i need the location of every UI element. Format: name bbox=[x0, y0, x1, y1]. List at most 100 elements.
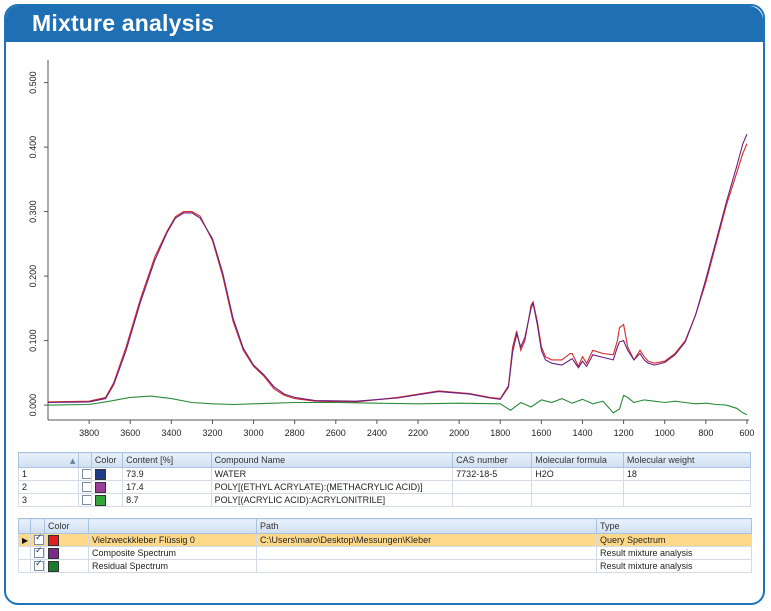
row-checkbox[interactable] bbox=[34, 561, 44, 572]
page-title: Mixture analysis bbox=[32, 10, 215, 36]
color-cell bbox=[44, 546, 89, 560]
compound-table-header: ▲ Color Content [%] Compound Name CAS nu… bbox=[17, 452, 752, 468]
table-row[interactable]: ▶ Vielzweckkleber Flüssig 0 C:\Users\mar… bbox=[18, 533, 752, 547]
row-index: 1 bbox=[17, 467, 80, 481]
y-tick-label: 0.200 bbox=[28, 265, 38, 288]
checkbox-cell bbox=[78, 467, 92, 481]
molecular-weight bbox=[622, 493, 752, 507]
spectrum-name: Vielzweckkleber Flüssig 0 bbox=[88, 533, 257, 547]
color-swatch bbox=[94, 481, 106, 493]
content-column-header[interactable]: Content [%] bbox=[122, 452, 212, 468]
table-row[interactable]: Composite Spectrum Result mixture analys… bbox=[18, 546, 752, 560]
x-tick-label: 2600 bbox=[326, 428, 346, 438]
compound-table: ▲ Color Content [%] Compound Name CAS nu… bbox=[17, 452, 752, 507]
x-tick-label: 1200 bbox=[614, 428, 634, 438]
index-column-header[interactable]: ▲ bbox=[17, 452, 80, 468]
molecular-weight bbox=[622, 480, 752, 494]
row-pointer-cell bbox=[18, 546, 31, 560]
cas-column-header[interactable]: CAS number bbox=[452, 452, 533, 468]
content-value: 17.4 bbox=[122, 480, 212, 494]
color-swatch bbox=[48, 547, 59, 559]
checkbox-cell bbox=[30, 559, 45, 573]
spectrum-type: Result mixture analysis bbox=[596, 559, 752, 573]
table-row[interactable]: 3 8.7 POLY[(ACRYLIC ACID):ACRYLONITRILE] bbox=[17, 493, 752, 507]
y-tick-label: 0.100 bbox=[28, 329, 38, 352]
table-row[interactable]: 1 73.9 WATER 7732-18-5 H2O 18 bbox=[17, 467, 752, 481]
x-tick-label: 600 bbox=[739, 428, 754, 438]
content-value: 8.7 bbox=[122, 493, 212, 507]
y-tick-label: 0.500 bbox=[28, 71, 38, 94]
spectrum-name: Residual Spectrum bbox=[88, 559, 257, 573]
x-tick-label: 800 bbox=[698, 428, 713, 438]
row-checkbox[interactable] bbox=[34, 535, 44, 546]
row-index: 2 bbox=[17, 480, 80, 494]
sort-ascending-icon: ▲ bbox=[70, 457, 76, 465]
spectrum-path bbox=[256, 559, 597, 573]
spectrum-name: Composite Spectrum bbox=[88, 546, 257, 560]
row-checkbox[interactable] bbox=[82, 482, 91, 493]
color-column-header[interactable]: Color bbox=[90, 452, 124, 468]
table-row[interactable]: Residual Spectrum Result mixture analysi… bbox=[18, 559, 752, 573]
x-tick-label: 1400 bbox=[572, 428, 592, 438]
x-tick-label: 2000 bbox=[449, 428, 469, 438]
color-cell bbox=[90, 467, 124, 481]
spectrum-path: C:\Users\maro\Desktop\Messungen\Kleber bbox=[256, 533, 597, 547]
x-tick-label: 2200 bbox=[408, 428, 428, 438]
spectrum-path bbox=[256, 546, 597, 560]
color-cell bbox=[44, 533, 89, 547]
table-row[interactable]: 2 17.4 POLY[(ETHYL ACRYLATE):(METHACRYLI… bbox=[17, 480, 752, 494]
molecular-formula bbox=[531, 493, 624, 507]
checkbox-cell bbox=[30, 533, 45, 547]
y-tick-label: 0.400 bbox=[28, 136, 38, 159]
cas-number: 7732-18-5 bbox=[452, 467, 533, 481]
compound-name: POLY[(ETHYL ACRYLATE):(METHACRYLIC ACID)… bbox=[210, 480, 454, 494]
check-column-header bbox=[78, 452, 92, 468]
cas-number bbox=[452, 493, 533, 507]
color-swatch bbox=[48, 534, 59, 546]
x-tick-label: 3200 bbox=[202, 428, 222, 438]
spectrum-type: Query Spectrum bbox=[596, 533, 752, 547]
window-frame: Mixture analysis 3800 3600 3400 3200 3000 280… bbox=[4, 4, 765, 605]
x-tick-label: 3800 bbox=[79, 428, 99, 438]
color-cell bbox=[90, 493, 124, 507]
series-line-1 bbox=[47, 143, 748, 403]
checkbox-cell bbox=[78, 493, 92, 507]
check-column-header bbox=[30, 518, 45, 534]
color-cell bbox=[90, 480, 124, 494]
path-column-header[interactable]: Path bbox=[256, 518, 597, 534]
color-column-header[interactable]: Color bbox=[44, 518, 89, 534]
compound-name-column-header[interactable]: Compound Name bbox=[210, 452, 454, 468]
weight-column-header[interactable]: Molecular weight bbox=[622, 452, 752, 468]
molecular-formula bbox=[531, 480, 624, 494]
name-column-header[interactable] bbox=[88, 518, 257, 534]
color-cell bbox=[44, 559, 89, 573]
color-swatch bbox=[94, 494, 106, 506]
pointer-column-header bbox=[18, 518, 31, 534]
type-column-header[interactable]: Type bbox=[596, 518, 752, 534]
molecular-formula: H2O bbox=[531, 467, 624, 481]
color-swatch bbox=[48, 560, 59, 572]
molecular-weight: 18 bbox=[622, 467, 752, 481]
spectrum-chart[interactable]: 3800 3600 3400 3200 3000 2800 2600 2400 2200 2000… bbox=[6, 42, 763, 450]
color-swatch bbox=[94, 468, 106, 480]
x-tick-label: 2400 bbox=[367, 428, 387, 438]
series-line-3 bbox=[47, 394, 748, 416]
x-tick-label: 2800 bbox=[285, 428, 305, 438]
y-tick-label: 0.300 bbox=[28, 200, 38, 223]
cas-number bbox=[452, 480, 533, 494]
row-checkbox[interactable] bbox=[82, 495, 91, 506]
row-pointer-cell bbox=[18, 559, 31, 573]
row-pointer-icon: ▶ bbox=[22, 536, 29, 545]
compound-name: POLY[(ACRYLIC ACID):ACRYLONITRILE] bbox=[210, 493, 454, 507]
row-checkbox[interactable] bbox=[34, 548, 44, 559]
x-tick-label: 3400 bbox=[161, 428, 181, 438]
x-tick-label: 3000 bbox=[244, 428, 264, 438]
content-value: 73.9 bbox=[122, 467, 212, 481]
spectrum-type: Result mixture analysis bbox=[596, 546, 752, 560]
row-index: 3 bbox=[17, 493, 80, 507]
y-tick-label: 0.000 bbox=[28, 394, 38, 417]
row-pointer-cell: ▶ bbox=[18, 533, 31, 547]
x-tick-label: 1600 bbox=[531, 428, 551, 438]
row-checkbox[interactable] bbox=[82, 469, 91, 480]
formula-column-header[interactable]: Molecular formula bbox=[531, 452, 624, 468]
